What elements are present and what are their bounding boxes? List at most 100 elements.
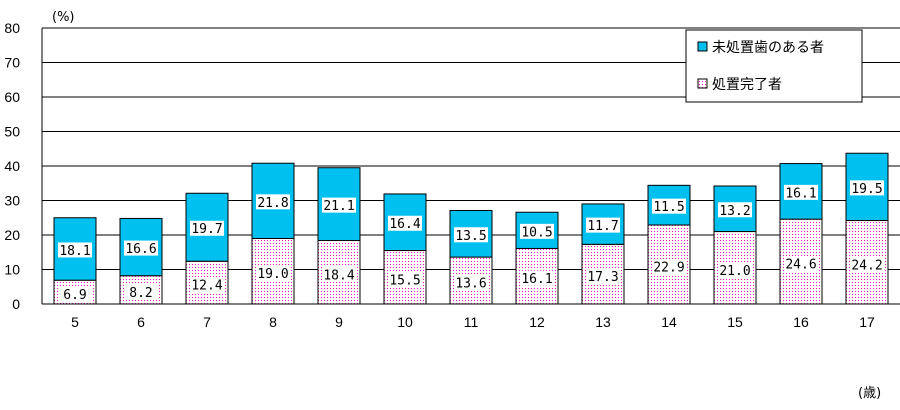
data-label-untreated: 11.7 [587, 219, 618, 234]
data-label-untreated-bg [850, 180, 884, 196]
legend-swatch-untreated [697, 41, 708, 52]
bar-group-16: 24.6 16.1 [779, 163, 823, 305]
data-label-untreated-bg [124, 240, 158, 256]
x-tick-label: 8 [269, 314, 277, 330]
data-label-untreated-bg [652, 198, 686, 214]
data-label-treated: 18.4 [323, 268, 354, 283]
bar-group-9: 18.4 21.1 [317, 167, 361, 305]
legend-label-treated: 処置完了者 [712, 77, 782, 93]
legend: 未処置歯のある者 処置完了者 [685, 29, 863, 103]
bar-group-11: 13.6 13.5 [449, 210, 493, 305]
bar-group-17: 24.2 19.5 [845, 152, 889, 305]
data-label-untreated-bg [454, 227, 488, 243]
data-label-treated-bg [586, 268, 620, 284]
y-tick-label: 30 [4, 193, 20, 209]
data-label-untreated: 19.7 [191, 222, 222, 237]
data-label-treated-bg [718, 262, 752, 278]
data-label-untreated-bg [58, 242, 92, 258]
data-label-untreated-bg [190, 220, 224, 236]
data-label-untreated-bg [322, 197, 356, 213]
data-label-treated: 22.9 [653, 260, 684, 275]
x-tick-label: 13 [595, 314, 611, 330]
data-label-treated-bg [652, 258, 686, 274]
y-tick-label: 20 [4, 227, 20, 243]
y-tick-label: 50 [4, 124, 20, 140]
data-label-treated: 15.5 [389, 273, 420, 288]
data-label-untreated-bg [256, 194, 290, 210]
x-tick-label: 10 [397, 314, 413, 330]
data-label-treated: 24.2 [851, 258, 882, 273]
data-label-treated-bg [850, 256, 884, 272]
data-label-untreated: 16.4 [389, 217, 420, 232]
x-tick-label: 17 [859, 314, 875, 330]
y-tick-label: 80 [4, 20, 20, 36]
bar-group-12: 16.1 10.5 [515, 211, 559, 305]
bar-group-15: 21.0 13.2 [713, 185, 757, 305]
x-tick-label: 7 [203, 314, 211, 330]
data-label-treated: 17.3 [587, 270, 618, 285]
data-label-treated: 19.0 [257, 267, 288, 282]
data-label-treated: 6.9 [63, 288, 86, 303]
data-label-treated: 24.6 [785, 258, 816, 273]
data-label-untreated-bg [586, 217, 620, 233]
x-tick-label: 9 [335, 314, 343, 330]
x-unit-label: (歳) [858, 386, 881, 401]
data-label-untreated: 21.1 [323, 199, 354, 214]
data-label-untreated-bg [520, 223, 554, 239]
x-tick-label: 6 [137, 314, 145, 330]
x-tick-label: 15 [727, 314, 743, 330]
data-label-untreated: 21.8 [257, 196, 288, 211]
data-label-treated-bg [784, 256, 818, 272]
y-unit-label: (%) [52, 10, 75, 25]
bar-group-10: 15.5 16.4 [383, 193, 427, 305]
gridlines [42, 27, 900, 270]
bar-group-5: 6.9 18.1 [53, 217, 97, 305]
data-label-treated-bg [256, 265, 290, 281]
x-tick-label: 14 [661, 314, 677, 330]
bar-group-7: 12.4 19.7 [185, 192, 229, 305]
data-label-treated: 13.6 [455, 277, 486, 292]
data-label-treated-bg [454, 275, 488, 291]
data-label-untreated-bg [388, 215, 422, 231]
y-axis-ticks: 0 10 20 30 40 50 60 70 80 [4, 20, 20, 312]
data-label-treated-bg [388, 271, 422, 287]
data-label-untreated: 18.1 [59, 244, 90, 259]
data-label-untreated: 11.5 [653, 200, 684, 215]
x-tick-label: 11 [464, 314, 479, 330]
y-tick-label: 40 [4, 158, 20, 174]
data-label-treated: 12.4 [191, 279, 222, 294]
legend-swatch-treated [697, 78, 708, 89]
data-label-untreated: 16.1 [785, 186, 816, 201]
x-axis-ticks: 5 6 7 8 9 10 11 12 13 14 15 16 17 [71, 314, 875, 330]
data-label-untreated: 10.5 [521, 225, 552, 240]
y-tick-label: 10 [4, 262, 20, 278]
data-label-untreated: 19.5 [851, 182, 882, 197]
data-label-treated-bg [322, 266, 356, 282]
data-label-treated-bg [520, 270, 554, 286]
data-label-untreated: 13.2 [719, 204, 750, 219]
bar-group-13: 17.3 11.7 [581, 203, 625, 305]
bars: 6.9 18.1 8.2 16.6 12.4 19.7 19.0 21.8 18.4 21.1 15… [53, 152, 889, 305]
data-label-untreated-bg [784, 184, 818, 200]
bar-group-8: 19.0 21.8 [251, 162, 295, 305]
bar-group-14: 22.9 11.5 [647, 184, 691, 305]
x-tick-label: 12 [529, 314, 545, 330]
data-label-treated-bg [190, 277, 224, 293]
legend-box [685, 29, 863, 103]
legend-label-untreated: 未処置歯のある者 [712, 40, 824, 56]
bar-group-6: 8.2 16.6 [119, 217, 163, 305]
data-label-treated: 16.1 [521, 272, 552, 287]
data-label-untreated-bg [718, 202, 752, 218]
data-label-untreated: 16.6 [125, 242, 156, 257]
y-tick-label: 70 [4, 55, 20, 71]
x-tick-label: 5 [71, 314, 79, 330]
data-label-untreated: 13.5 [455, 229, 486, 244]
data-label-treated: 8.2 [129, 286, 152, 301]
data-label-treated-bg [58, 286, 92, 302]
data-label-treated-bg [124, 284, 158, 300]
x-tick-label: 16 [793, 314, 809, 330]
y-tick-label: 0 [12, 296, 20, 312]
data-label-treated: 21.0 [719, 264, 750, 279]
axes [41, 28, 900, 305]
